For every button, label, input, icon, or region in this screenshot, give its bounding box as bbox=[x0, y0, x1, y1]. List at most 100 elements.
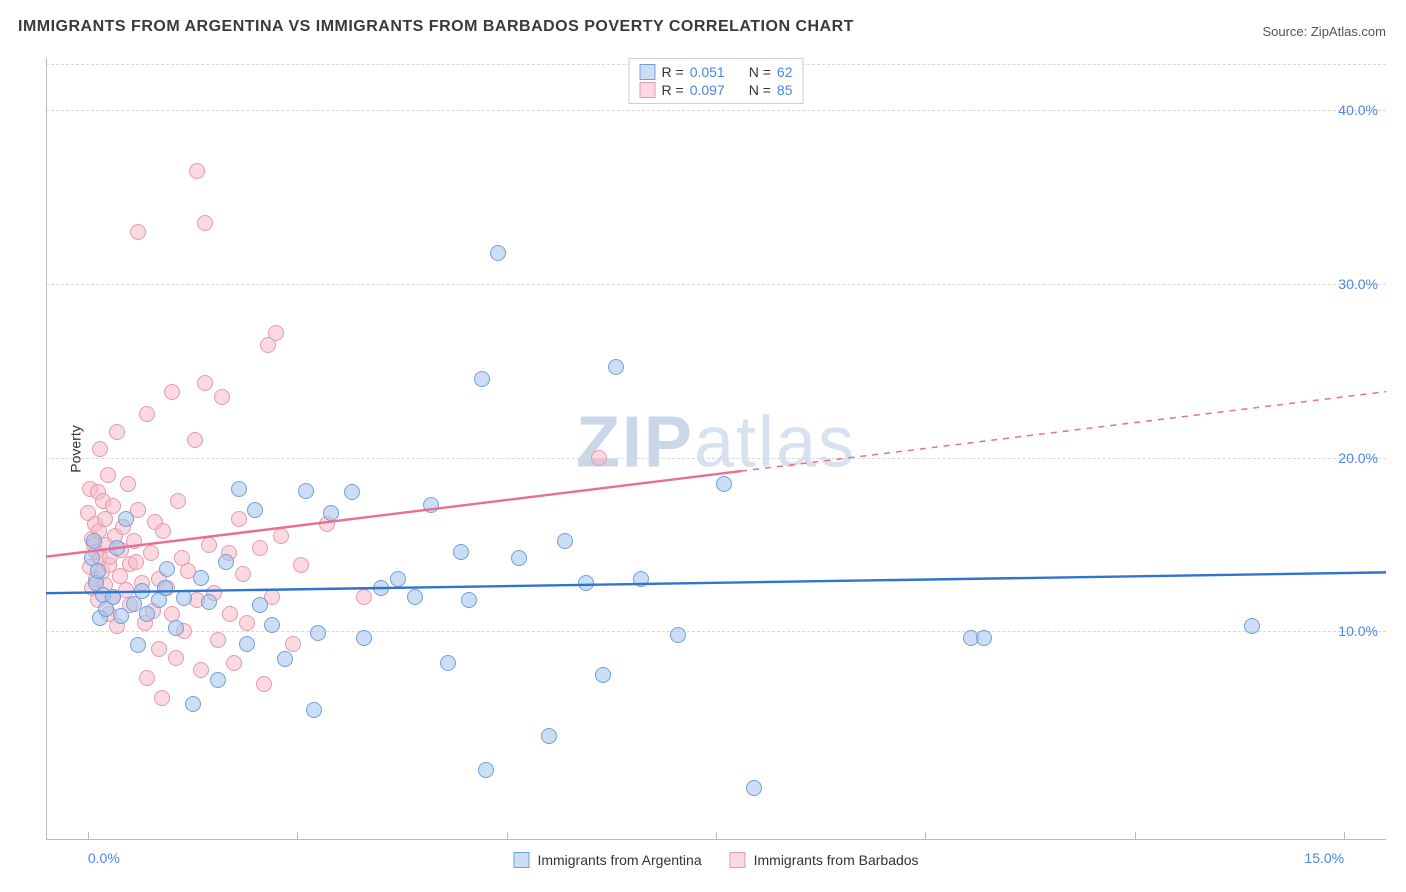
data-point-argentina bbox=[670, 627, 686, 643]
data-point-argentina bbox=[298, 483, 314, 499]
legend-item-barbados: Immigrants from Barbados bbox=[730, 852, 919, 868]
data-point-argentina bbox=[105, 589, 121, 605]
data-point-barbados bbox=[139, 406, 155, 422]
source-attribution: Source: ZipAtlas.com bbox=[1262, 24, 1386, 39]
data-point-argentina bbox=[356, 630, 372, 646]
data-point-barbados bbox=[231, 511, 247, 527]
series-legend: Immigrants from Argentina Immigrants fro… bbox=[513, 852, 918, 868]
data-point-barbados bbox=[252, 540, 268, 556]
gridline bbox=[46, 458, 1386, 459]
data-point-argentina bbox=[557, 533, 573, 549]
data-point-barbados bbox=[128, 554, 144, 570]
data-point-barbados bbox=[143, 545, 159, 561]
data-point-barbados bbox=[235, 566, 251, 582]
data-point-argentina bbox=[423, 497, 439, 513]
correlation-legend: R = 0.051 N = 62 R = 0.097 N = 85 bbox=[629, 58, 804, 104]
data-point-argentina bbox=[176, 590, 192, 606]
swatch-argentina bbox=[513, 852, 529, 868]
data-point-argentina bbox=[264, 617, 280, 633]
data-point-argentina bbox=[716, 476, 732, 492]
data-point-barbados bbox=[268, 325, 284, 341]
data-point-argentina bbox=[185, 696, 201, 712]
data-point-argentina bbox=[976, 630, 992, 646]
data-point-barbados bbox=[154, 690, 170, 706]
data-point-argentina bbox=[277, 651, 293, 667]
data-point-argentina bbox=[344, 484, 360, 500]
data-point-barbados bbox=[239, 615, 255, 631]
data-point-argentina bbox=[231, 481, 247, 497]
data-point-argentina bbox=[511, 550, 527, 566]
y-axis-label: Poverty bbox=[68, 425, 84, 472]
chart-title: IMMIGRANTS FROM ARGENTINA VS IMMIGRANTS … bbox=[18, 18, 854, 36]
swatch-barbados bbox=[730, 852, 746, 868]
data-point-argentina bbox=[201, 594, 217, 610]
data-point-argentina bbox=[1244, 618, 1260, 634]
data-point-argentina bbox=[109, 540, 125, 556]
data-point-barbados bbox=[126, 533, 142, 549]
data-point-barbados bbox=[100, 467, 116, 483]
data-point-barbados bbox=[210, 632, 226, 648]
data-point-argentina bbox=[247, 502, 263, 518]
data-point-argentina bbox=[323, 505, 339, 521]
data-point-argentina bbox=[139, 606, 155, 622]
gridline bbox=[46, 631, 1386, 632]
swatch-argentina bbox=[640, 64, 656, 80]
x-tick-label: 0.0% bbox=[88, 850, 120, 866]
data-point-barbados bbox=[226, 655, 242, 671]
data-point-argentina bbox=[193, 570, 209, 586]
data-point-barbados bbox=[591, 450, 607, 466]
data-point-barbados bbox=[285, 636, 301, 652]
source-label: Source: bbox=[1262, 24, 1310, 39]
data-point-argentina bbox=[306, 702, 322, 718]
data-point-barbados bbox=[201, 537, 217, 553]
y-tick-label: 10.0% bbox=[1338, 623, 1378, 639]
data-point-argentina bbox=[90, 563, 106, 579]
data-point-barbados bbox=[170, 493, 186, 509]
data-point-barbados bbox=[155, 523, 171, 539]
source-link[interactable]: ZipAtlas.com bbox=[1311, 24, 1386, 39]
trend-line-dashed-barbados bbox=[741, 392, 1386, 471]
data-point-argentina bbox=[168, 620, 184, 636]
data-point-argentina bbox=[390, 571, 406, 587]
x-tick bbox=[1344, 832, 1345, 840]
data-point-barbados bbox=[109, 424, 125, 440]
legend-row-argentina: R = 0.051 N = 62 bbox=[640, 63, 793, 81]
data-point-argentina bbox=[118, 511, 134, 527]
data-point-barbados bbox=[273, 528, 289, 544]
gridline bbox=[46, 110, 1386, 111]
data-point-argentina bbox=[310, 625, 326, 641]
data-point-argentina bbox=[86, 533, 102, 549]
legend-row-barbados: R = 0.097 N = 85 bbox=[640, 81, 793, 99]
gridline bbox=[46, 284, 1386, 285]
data-point-argentina bbox=[157, 580, 173, 596]
x-tick bbox=[925, 832, 926, 840]
y-tick-label: 20.0% bbox=[1338, 450, 1378, 466]
data-point-argentina bbox=[474, 371, 490, 387]
data-point-barbados bbox=[197, 215, 213, 231]
x-tick bbox=[507, 832, 508, 840]
data-point-barbados bbox=[256, 676, 272, 692]
x-tick-label: 15.0% bbox=[1304, 850, 1344, 866]
data-point-argentina bbox=[239, 636, 255, 652]
data-point-barbados bbox=[139, 670, 155, 686]
data-point-barbados bbox=[356, 589, 372, 605]
data-point-barbados bbox=[130, 224, 146, 240]
data-point-barbados bbox=[293, 557, 309, 573]
data-point-barbados bbox=[214, 389, 230, 405]
data-point-barbados bbox=[193, 662, 209, 678]
data-point-argentina bbox=[578, 575, 594, 591]
y-axis-line bbox=[46, 58, 47, 840]
data-point-argentina bbox=[633, 571, 649, 587]
watermark: ZIPatlas bbox=[576, 401, 856, 483]
x-tick bbox=[1135, 832, 1136, 840]
data-point-argentina bbox=[130, 637, 146, 653]
legend-label: Immigrants from Argentina bbox=[537, 852, 701, 868]
x-tick bbox=[716, 832, 717, 840]
data-point-argentina bbox=[608, 359, 624, 375]
data-point-argentina bbox=[541, 728, 557, 744]
data-point-barbados bbox=[189, 163, 205, 179]
x-tick bbox=[297, 832, 298, 840]
data-point-barbados bbox=[187, 432, 203, 448]
data-point-argentina bbox=[252, 597, 268, 613]
data-point-argentina bbox=[490, 245, 506, 261]
